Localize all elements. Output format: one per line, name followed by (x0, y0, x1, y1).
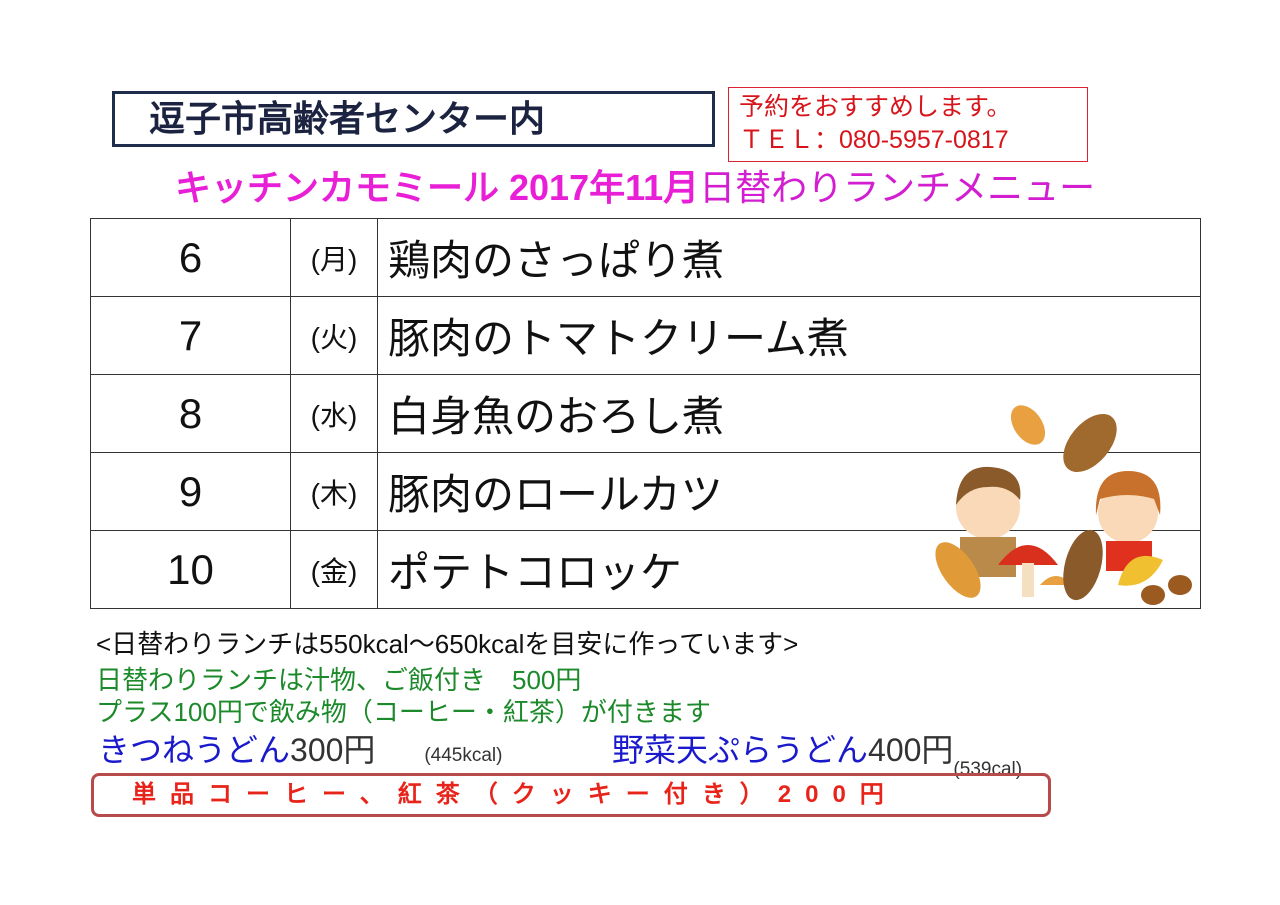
day: 10 (90, 530, 291, 609)
acorn-icon (1141, 585, 1165, 605)
mushroom-icon (998, 545, 1058, 565)
dish: 豚肉のロールカツ (377, 452, 1201, 531)
page-title: キッチンカモミール 2017年11月日替わりランチメニュー (175, 166, 1095, 210)
drink-note: プラス100円で飲み物（コーヒー・紅茶）が付きます (96, 697, 711, 727)
table-row: 8 (水) 白身魚のおろし煮 (90, 374, 1201, 453)
leaf-icon (935, 542, 981, 598)
table-row: 10 (金) ポテトコロッケ (90, 530, 1201, 609)
day: 9 (90, 452, 291, 531)
table-row: 7 (火) 豚肉のトマトクリーム煮 (90, 296, 1201, 375)
weekday: (木) (290, 452, 378, 531)
tel: ＴＥＬ：080-5957-0817 (739, 126, 1009, 154)
weekday: (金) (290, 530, 378, 609)
weekday: (水) (290, 374, 378, 453)
dish: ポテトコロッケ (377, 530, 1201, 609)
weekday: (火) (290, 296, 378, 375)
udon-item: 野菜天ぷらうどん400円(539cal) (612, 725, 1022, 780)
reservation-box: 予約をおすすめします。 ＴＥＬ：080-5957-0817 (728, 87, 1088, 162)
weekday: (月) (290, 218, 378, 297)
udon-calories: (445kcal) (424, 745, 503, 766)
udon-price: 300円 (290, 732, 376, 768)
table-row: 9 (木) 豚肉のロールカツ (90, 452, 1201, 531)
day: 7 (90, 296, 291, 375)
dish: 豚肉のトマトクリーム煮 (377, 296, 1201, 375)
dish: 白身魚のおろし煮 (377, 374, 1201, 453)
acorn-icon (1168, 575, 1192, 595)
udon-name: きつねうどん (98, 732, 291, 768)
coffee-banner: 単品コーヒー、紅茶（クッキー付き）200円 (91, 773, 1051, 817)
child-face-icon (1098, 483, 1158, 543)
child-face-icon (956, 475, 1020, 539)
day: 6 (90, 218, 291, 297)
dish: 鶏肉のさっぱり煮 (377, 218, 1201, 297)
udon-name: 野菜天ぷらうどん (612, 732, 869, 768)
venue-title: 逗子市高齢者センター内 (112, 91, 715, 147)
table-row: 6 (月) 鶏肉のさっぱり煮 (90, 218, 1201, 297)
title-menu: 日替わりランチメニュー (699, 167, 1096, 208)
day: 8 (90, 374, 291, 453)
leaf-icon (1063, 413, 1117, 473)
calorie-note: <日替わりランチは550kcal～650kcalを目安に作っています> (96, 629, 799, 659)
ginkgo-leaf-icon (1118, 555, 1163, 586)
udon-item: きつねうどん300円 (445kcal) (98, 725, 502, 771)
title-shop: キッチンカモミール 2017年11月 (175, 167, 700, 208)
reservation-note: 予約をおすすめします。 (739, 93, 1012, 121)
lunch-price-note: 日替わりランチは汁物、ご飯付き 500円 (96, 665, 582, 695)
autumn-illustration (935, 405, 1192, 605)
menu-table: 6 (月) 鶏肉のさっぱり煮 7 (火) 豚肉のトマトクリーム煮 8 (水) 白身魚のおろし… (90, 218, 1201, 609)
udon-price: 400円 (868, 732, 954, 768)
leaf-icon (1010, 405, 1046, 445)
